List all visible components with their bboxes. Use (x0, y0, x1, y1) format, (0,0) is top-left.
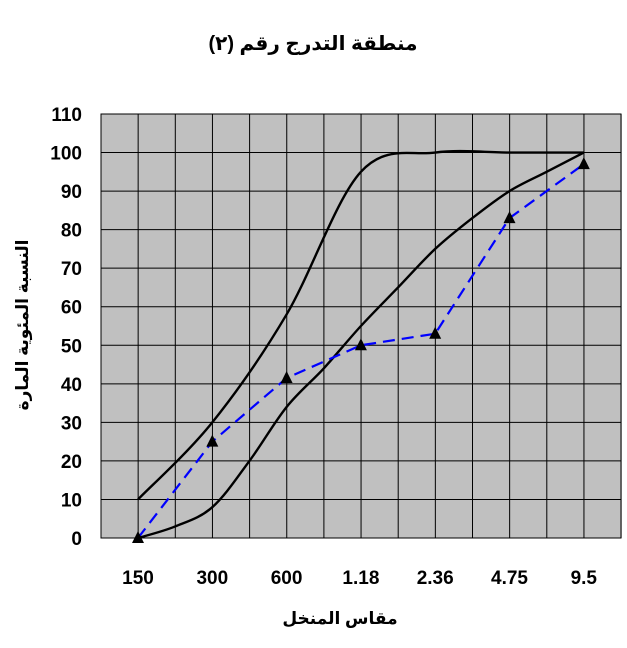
data-point-marker (132, 531, 144, 543)
sample-markers (132, 157, 590, 543)
data-point-marker (577, 157, 590, 170)
y-tick-label: 90 (61, 182, 82, 203)
y-tick-label: 70 (61, 259, 82, 280)
y-tick-label: 0 (71, 529, 82, 550)
y-tick-label: 60 (61, 298, 82, 319)
x-tick-label: 300 (196, 568, 228, 589)
x-tick-label: 9.5 (571, 568, 598, 589)
y-tick-label: 10 (61, 490, 82, 511)
x-tick-label: 1.18 (342, 568, 379, 589)
y-tick-label: 30 (61, 413, 82, 434)
data-point-marker (429, 326, 442, 339)
grid-lines (100, 113, 622, 539)
data-point-marker (354, 338, 367, 351)
x-tick-label: 150 (122, 568, 154, 589)
x-axis-ticks: 150 300 600 1.18 2.36 4.75 9.5 (122, 568, 597, 589)
data-point-marker (280, 371, 293, 384)
y-tick-label: 80 (61, 221, 82, 242)
upper-limit-line (137, 149, 584, 501)
x-tick-label: 2.36 (417, 568, 454, 589)
y-tick-label: 40 (61, 375, 82, 396)
x-tick-label: 4.75 (491, 568, 528, 589)
y-axis-label: النسبة المئوية المارة (13, 240, 33, 411)
x-axis-label: مقاس المنخل (282, 609, 397, 628)
y-tick-label: 110 (51, 105, 82, 126)
chart-title: منطقة التدرج رقم (٢) (208, 33, 417, 55)
x-tick-label: 600 (271, 568, 303, 589)
lower-limit-line (137, 151, 585, 540)
y-tick-label: 20 (61, 452, 82, 473)
y-tick-label: 50 (61, 336, 82, 357)
y-tick-label: 100 (50, 144, 82, 165)
data-point-marker (503, 211, 516, 224)
y-axis-ticks: 0 10 20 30 40 50 60 70 80 90 100 110 (50, 105, 82, 550)
data-point-marker (206, 434, 219, 447)
